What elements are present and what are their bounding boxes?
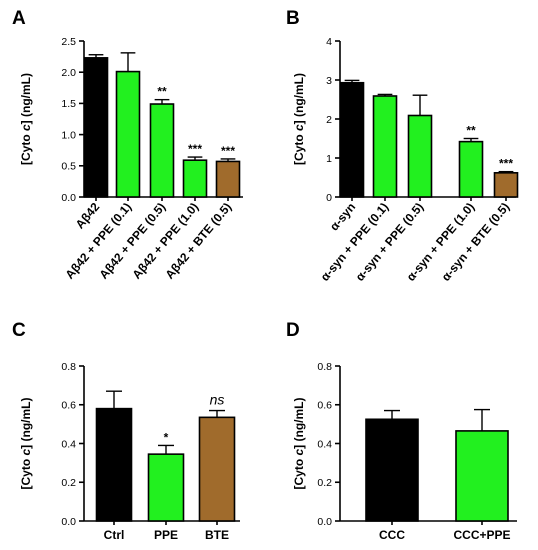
bar xyxy=(215,160,241,198)
y-tick-label: 2.5 xyxy=(61,36,76,48)
significance-label: *** xyxy=(188,142,202,156)
y-axis-label-italic: c xyxy=(19,124,33,131)
y-axis-label-italic: c xyxy=(19,449,33,456)
category-label: BTE xyxy=(205,528,229,542)
y-tick-label: 2 xyxy=(326,114,332,126)
significance-label: ** xyxy=(466,124,476,138)
panel-c: C 0.0 0.2 0.4 0.6 0.8 [Cyto c] (ng/mL) Ctrl * PPE… xyxy=(12,320,240,542)
category-label: Aβ42 xyxy=(73,200,103,232)
bar xyxy=(182,159,208,198)
y-tick-label: 1.0 xyxy=(61,129,76,141)
panel-a: A0.00.51.01.52.02.5[Cyto c] (ng/mL)Aβ42A… xyxy=(12,8,243,282)
y-tick-label: 4 xyxy=(326,36,332,48)
category-label: CCC+PPE xyxy=(453,528,510,542)
panel-letter: D xyxy=(286,320,300,341)
bar xyxy=(458,140,484,198)
category-label: α-syn xyxy=(327,200,358,234)
y-axis-label: [Cyto c] (ng/mL) xyxy=(19,397,33,489)
y-tick-label: 0.4 xyxy=(61,438,76,450)
bar xyxy=(147,453,185,522)
category-label: Ctrl xyxy=(104,528,125,542)
y-tick-label: 0.2 xyxy=(61,477,76,489)
y-axis-label-part: [Cyto xyxy=(292,456,306,490)
y-axis-label-part: ] (ng/mL) xyxy=(292,397,306,448)
bar xyxy=(493,172,519,198)
bar xyxy=(365,418,419,522)
y-axis-label-part: ] (ng/mL) xyxy=(19,397,33,448)
significance-label: *** xyxy=(499,157,513,171)
panel-d: D 0.0 0.2 0.4 0.6 0.8 [Cyto c] (ng/mL) CCC CCC+P… xyxy=(286,320,517,542)
bar xyxy=(115,70,141,198)
y-tick-label: 3 xyxy=(326,75,332,87)
y-axis-label-italic: c xyxy=(292,124,306,131)
bar xyxy=(95,407,133,522)
y-tick-label: 0.2 xyxy=(317,477,332,489)
y-tick-label: 0.6 xyxy=(317,400,332,412)
panel-letter: A xyxy=(12,8,26,29)
y-axis-label: [Cyto c] (ng/mL) xyxy=(292,397,306,489)
y-tick-label: 0 xyxy=(326,192,332,204)
category-label: α-syn + BTE (0.5) xyxy=(439,200,513,284)
y-axis-label-part: ] (ng/mL) xyxy=(19,73,33,124)
y-axis-label: [Cyto c] (ng/mL) xyxy=(19,73,33,165)
y-tick-label: 0.5 xyxy=(61,161,76,173)
significance-label: * xyxy=(164,430,169,444)
y-tick-label: 0.0 xyxy=(317,516,332,528)
y-axis-label: [Cyto c] (ng/mL) xyxy=(292,73,306,165)
bar xyxy=(149,103,175,198)
significance-label: ns xyxy=(210,392,225,408)
panel-letter: C xyxy=(12,320,26,341)
bar xyxy=(407,114,433,198)
y-tick-label: 0.0 xyxy=(61,516,76,528)
significance-label: *** xyxy=(221,144,235,158)
y-tick-label: 0.4 xyxy=(317,438,332,450)
y-tick-label: 2.0 xyxy=(61,67,76,79)
y-tick-label: 1 xyxy=(326,153,332,165)
y-tick-label: 0.0 xyxy=(61,192,76,204)
significance-label: ** xyxy=(157,85,167,99)
y-axis-label-part: [Cyto xyxy=(19,456,33,490)
y-axis-label-italic: c xyxy=(292,449,306,456)
bar xyxy=(455,430,509,522)
bar xyxy=(372,95,398,198)
y-axis-label-part: ] (ng/mL) xyxy=(292,73,306,124)
bar xyxy=(198,416,236,522)
bar xyxy=(339,81,365,198)
y-axis-label-part: [Cyto xyxy=(292,131,306,165)
category-label: PPE xyxy=(154,528,178,542)
y-tick-label: 0.6 xyxy=(61,400,76,412)
bar xyxy=(83,57,109,198)
y-axis-label-part: [Cyto xyxy=(19,131,33,165)
y-tick-label: 0.8 xyxy=(317,361,332,373)
y-tick-label: 0.8 xyxy=(61,361,76,373)
panel-letter: B xyxy=(286,8,300,29)
y-tick-label: 1.5 xyxy=(61,98,76,110)
category-label: CCC xyxy=(379,528,405,542)
